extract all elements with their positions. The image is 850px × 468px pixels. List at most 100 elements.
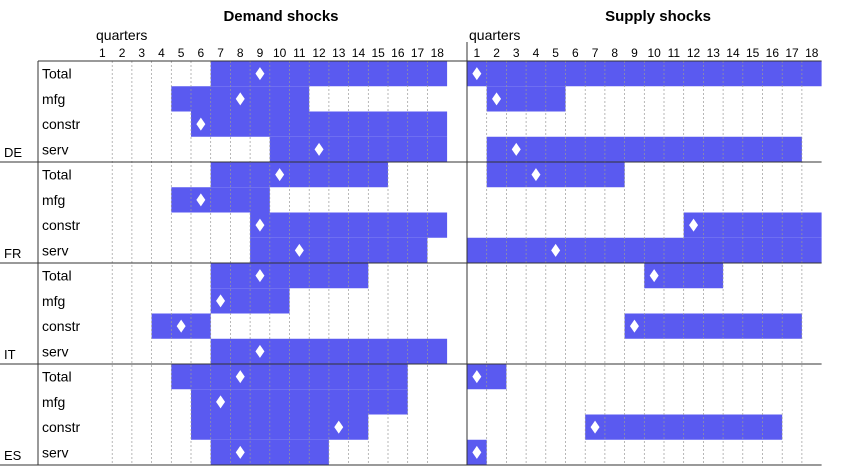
supply-peak-marker-FR-constr [689, 218, 699, 232]
supply-peak-marker-DE-serv [511, 142, 521, 156]
demand-bar-ES-mfg [191, 389, 408, 415]
supply-quarter-tick-16: 16 [766, 46, 780, 60]
supply-xlabel: quarters [469, 27, 520, 43]
supply-quarter-tick-8: 8 [611, 46, 618, 60]
row-label-ES-constr: constr [42, 419, 80, 435]
demand-xlabel: quarters [96, 27, 147, 43]
demand-bar-IT-Total [210, 263, 369, 289]
supply-quarter-tick-1: 1 [474, 46, 481, 60]
row-label-IT-mfg: mfg [42, 293, 65, 309]
supply-peak-marker-DE-mfg [492, 92, 502, 106]
supply-quarter-tick-17: 17 [785, 46, 799, 60]
row-label-DE-Total: Total [42, 66, 72, 82]
row-label-IT-Total: Total [42, 268, 72, 284]
demand-quarter-tick-10: 10 [273, 46, 287, 60]
demand-quarter-tick-2: 2 [119, 46, 126, 60]
demand-quarter-tick-12: 12 [312, 46, 326, 60]
demand-quarter-tick-14: 14 [352, 46, 366, 60]
demand-quarter-tick-7: 7 [217, 46, 224, 60]
demand-peak-marker-DE-serv [314, 142, 324, 156]
demand-bar-DE-constr [191, 111, 448, 137]
supply-quarter-tick-4: 4 [533, 46, 540, 60]
demand-quarter-tick-15: 15 [371, 46, 385, 60]
demand-peak-marker-FR-Total [275, 168, 285, 182]
row-label-DE-constr: constr [42, 116, 80, 132]
demand-bar-FR-mfg [171, 187, 270, 213]
demand-quarter-tick-1: 1 [99, 46, 106, 60]
supply-quarter-tick-13: 13 [707, 46, 721, 60]
supply-quarter-tick-2: 2 [493, 46, 500, 60]
demand-peak-marker-IT-constr [176, 319, 186, 333]
demand-bar-ES-serv [210, 439, 329, 465]
row-label-FR-serv: serv [42, 242, 68, 258]
supply-bar-FR-constr [683, 212, 822, 238]
row-label-FR-constr: constr [42, 217, 80, 233]
demand-peak-marker-IT-Total [255, 269, 265, 283]
supply-bar-FR-Total [486, 162, 625, 188]
demand-quarter-tick-6: 6 [198, 46, 205, 60]
country-label-ES: ES [4, 448, 22, 463]
demand-bar-DE-serv [269, 136, 448, 162]
demand-quarter-tick-16: 16 [391, 46, 405, 60]
demand-peak-marker-IT-serv [255, 344, 265, 358]
supply-quarter-tick-6: 6 [572, 46, 579, 60]
demand-peak-marker-IT-mfg [216, 294, 226, 308]
supply-quarter-tick-10: 10 [647, 46, 661, 60]
demand-peak-marker-ES-Total [235, 370, 245, 384]
supply-peak-marker-FR-serv [551, 243, 561, 257]
row-label-FR-mfg: mfg [42, 192, 65, 208]
supply-peak-marker-DE-Total [472, 67, 482, 81]
supply-peak-marker-FR-Total [531, 168, 541, 182]
demand-quarter-tick-9: 9 [257, 46, 264, 60]
supply-quarter-tick-11: 11 [668, 46, 681, 60]
row-label-ES-mfg: mfg [42, 394, 65, 410]
demand-peak-marker-FR-constr [255, 218, 265, 232]
supply-peak-marker-IT-constr [629, 319, 639, 333]
row-label-FR-Total: Total [42, 167, 72, 183]
row-label-ES-serv: serv [42, 444, 68, 460]
demand-quarter-tick-18: 18 [431, 46, 445, 60]
country-label-DE: DE [4, 145, 22, 160]
supply-peak-marker-ES-constr [590, 420, 600, 434]
supply-peak-marker-IT-Total [649, 269, 659, 283]
row-label-IT-serv: serv [42, 343, 68, 359]
demand-peak-marker-ES-constr [334, 420, 344, 434]
demand-quarter-tick-3: 3 [138, 46, 145, 60]
demand-bar-FR-Total [210, 162, 388, 188]
row-label-ES-Total: Total [42, 369, 72, 385]
row-label-DE-mfg: mfg [42, 91, 65, 107]
demand-quarter-tick-5: 5 [178, 46, 185, 60]
supply-quarter-tick-18: 18 [805, 46, 819, 60]
supply-quarter-tick-3: 3 [513, 46, 520, 60]
supply-panel-title: Supply shocks [605, 8, 711, 25]
demand-peak-marker-DE-mfg [235, 92, 245, 106]
supply-quarter-tick-12: 12 [687, 46, 701, 60]
demand-quarter-tick-11: 11 [293, 46, 306, 60]
supply-quarter-tick-7: 7 [592, 46, 599, 60]
row-label-DE-serv: serv [42, 141, 68, 157]
row-label-IT-constr: constr [42, 318, 80, 334]
markers-layer [176, 67, 699, 459]
demand-peak-marker-DE-Total [255, 67, 265, 81]
demand-peak-marker-DE-constr [196, 117, 206, 131]
demand-peak-marker-FR-mfg [196, 193, 206, 207]
grid-layer [0, 42, 822, 466]
demand-peak-marker-ES-mfg [216, 395, 226, 409]
supply-peak-marker-ES-Total [472, 370, 482, 384]
demand-bar-FR-serv [250, 237, 428, 263]
demand-peak-marker-ES-serv [235, 445, 245, 459]
country-label-FR: FR [4, 246, 21, 261]
supply-quarter-tick-9: 9 [631, 46, 638, 60]
supply-peak-marker-ES-serv [472, 445, 482, 459]
demand-panel-title: Demand shocks [223, 8, 338, 25]
supply-quarter-tick-15: 15 [746, 46, 760, 60]
demand-quarter-tick-4: 4 [158, 46, 165, 60]
supply-quarter-tick-14: 14 [726, 46, 740, 60]
supply-bar-IT-constr [624, 313, 802, 339]
labels-layer: 1 2 3 4 5 6 7 8 9 10 11 12 13 14 15 16 17 18 1 2 3 4 5 6 7 8 9 10 11… [4, 46, 819, 463]
demand-peak-marker-FR-serv [294, 243, 304, 257]
demand-quarter-tick-17: 17 [411, 46, 425, 60]
demand-quarter-tick-8: 8 [237, 46, 244, 60]
country-label-IT: IT [4, 347, 16, 362]
